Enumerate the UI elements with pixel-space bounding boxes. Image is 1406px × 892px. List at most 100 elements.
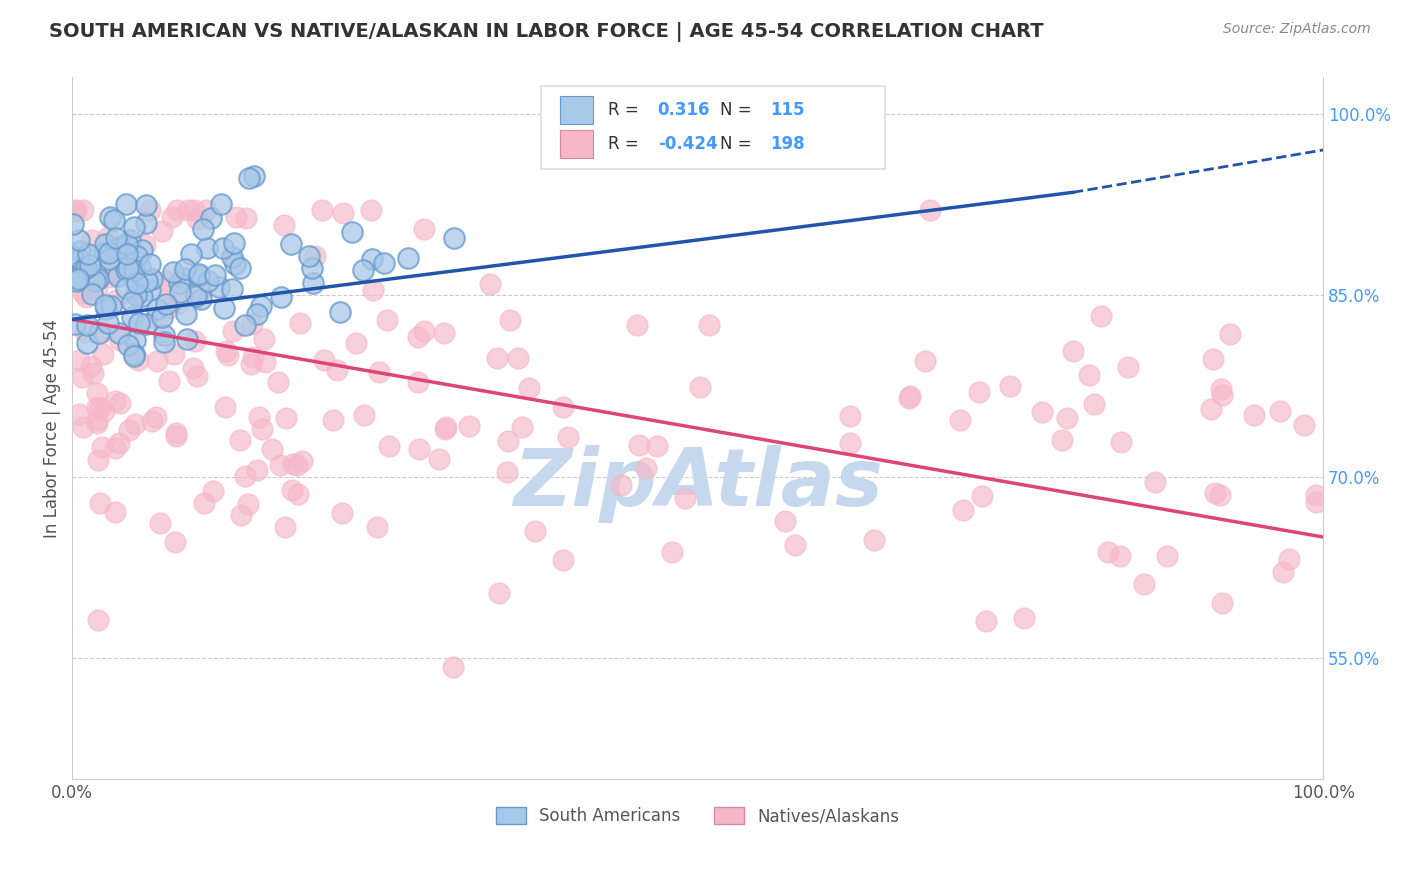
Point xyxy=(233,318,256,333)
Point xyxy=(149,516,172,531)
Point xyxy=(77,247,100,261)
Point xyxy=(301,276,323,290)
Point xyxy=(97,316,120,330)
Point xyxy=(863,533,886,548)
Point xyxy=(163,347,186,361)
Point xyxy=(287,487,309,501)
Point xyxy=(253,332,276,346)
Point xyxy=(141,272,163,286)
Point xyxy=(100,299,122,313)
Point xyxy=(1211,382,1233,396)
Point xyxy=(408,375,430,389)
Point xyxy=(427,451,450,466)
Point xyxy=(626,318,648,333)
Point xyxy=(433,422,456,436)
Bar xyxy=(560,96,592,125)
Point xyxy=(839,409,862,423)
Point xyxy=(217,348,239,362)
Point xyxy=(122,347,145,361)
Point xyxy=(103,213,125,227)
Point xyxy=(361,284,384,298)
Text: 198: 198 xyxy=(770,135,804,153)
Point xyxy=(193,496,215,510)
Point xyxy=(298,249,321,263)
Point xyxy=(166,203,188,218)
Point xyxy=(253,354,276,368)
Point xyxy=(197,274,219,288)
Point xyxy=(98,252,121,267)
Point xyxy=(103,393,125,408)
Point xyxy=(98,210,121,224)
Point xyxy=(124,333,146,347)
Point xyxy=(433,326,456,340)
Point xyxy=(1243,408,1265,422)
Point xyxy=(281,483,304,498)
Point xyxy=(125,276,148,290)
Point xyxy=(139,257,162,271)
Point xyxy=(75,260,97,275)
Point xyxy=(443,230,465,244)
Point xyxy=(290,316,312,330)
Point xyxy=(135,274,157,288)
Point xyxy=(108,333,131,347)
Point xyxy=(330,507,353,521)
Point xyxy=(260,442,283,456)
Point xyxy=(1083,397,1105,411)
Point xyxy=(322,413,344,427)
Point xyxy=(90,326,112,340)
Point xyxy=(122,349,145,363)
Point xyxy=(1211,596,1233,610)
Point xyxy=(952,503,974,517)
Point xyxy=(479,277,502,291)
Point xyxy=(186,212,208,227)
Point xyxy=(82,233,104,247)
Point xyxy=(1097,545,1119,559)
Point xyxy=(162,265,184,279)
Point xyxy=(1278,552,1301,566)
Point xyxy=(1056,411,1078,425)
Point xyxy=(212,242,235,256)
Point xyxy=(169,285,191,300)
Point xyxy=(60,249,83,263)
Point xyxy=(1270,404,1292,418)
Point xyxy=(506,351,529,366)
Text: SOUTH AMERICAN VS NATIVE/ALASKAN IN LABOR FORCE | AGE 45-54 CORRELATION CHART: SOUTH AMERICAN VS NATIVE/ALASKAN IN LABO… xyxy=(49,22,1043,42)
Text: 0.316: 0.316 xyxy=(658,102,710,120)
Point xyxy=(67,233,90,247)
Point xyxy=(838,436,860,450)
Point xyxy=(190,292,212,306)
Text: N =: N = xyxy=(720,135,756,153)
Point xyxy=(104,242,127,256)
Point xyxy=(84,275,107,289)
Point xyxy=(105,293,128,308)
Point xyxy=(96,262,118,277)
Point xyxy=(91,441,114,455)
Point xyxy=(235,211,257,225)
Point xyxy=(353,408,375,422)
Point xyxy=(195,203,218,218)
Point xyxy=(229,260,252,275)
Point xyxy=(184,289,207,303)
Point xyxy=(89,495,111,509)
Point xyxy=(124,219,146,234)
Point xyxy=(87,272,110,286)
Point xyxy=(146,353,169,368)
Point xyxy=(485,351,508,366)
Point xyxy=(239,357,262,371)
Point xyxy=(1116,359,1139,374)
Point xyxy=(76,318,98,332)
Point xyxy=(628,438,651,452)
Point xyxy=(396,251,419,265)
Point xyxy=(188,268,211,283)
Point xyxy=(366,520,388,534)
Point xyxy=(274,519,297,533)
Point xyxy=(1012,611,1035,625)
Point xyxy=(242,350,264,364)
Point xyxy=(66,270,89,285)
Point xyxy=(197,241,219,255)
Point xyxy=(967,384,990,399)
Point xyxy=(163,534,186,549)
Text: R =: R = xyxy=(607,102,644,120)
Point xyxy=(488,586,510,600)
FancyBboxPatch shape xyxy=(541,86,886,169)
